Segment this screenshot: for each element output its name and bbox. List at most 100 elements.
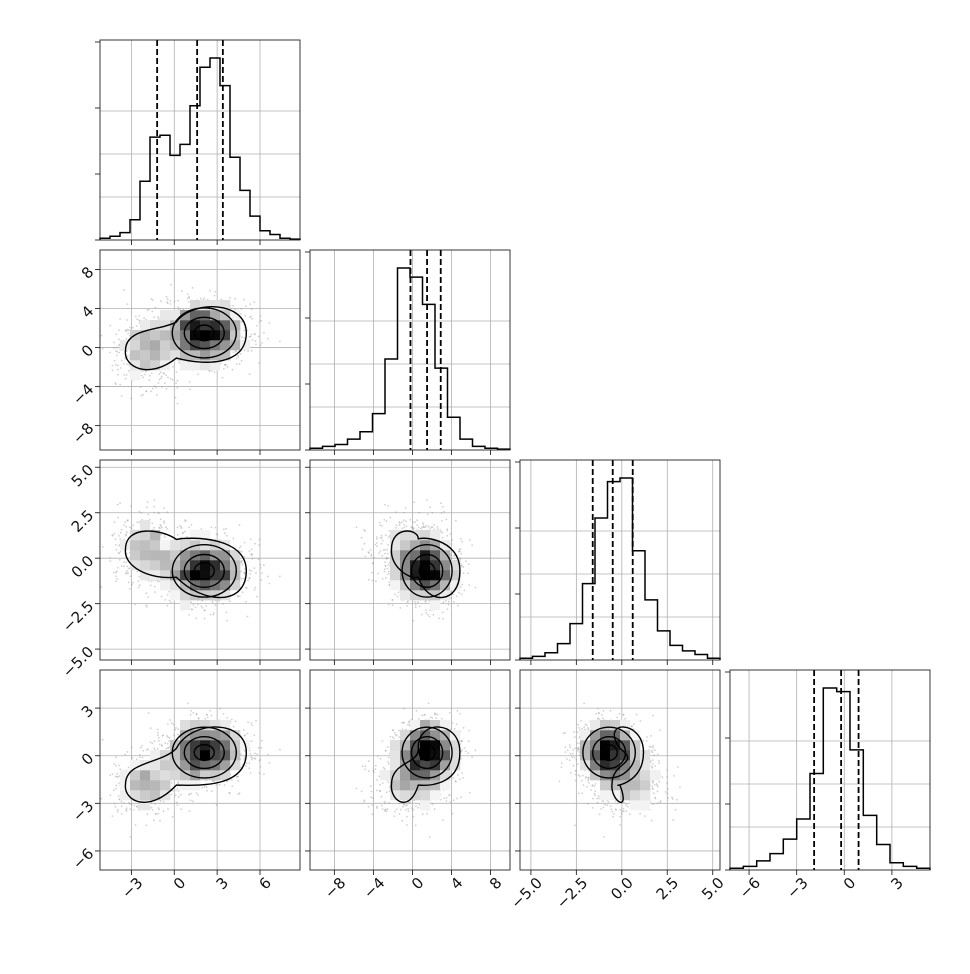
sample-point bbox=[387, 568, 389, 570]
sample-point bbox=[128, 567, 130, 569]
sample-point bbox=[234, 298, 236, 300]
sample-point bbox=[375, 544, 377, 546]
sample-point bbox=[184, 531, 186, 533]
sample-point bbox=[384, 504, 386, 506]
sample-point bbox=[428, 600, 430, 602]
sample-point bbox=[117, 567, 119, 569]
sample-point bbox=[405, 520, 407, 522]
sample-point bbox=[429, 506, 431, 508]
sample-point bbox=[236, 363, 238, 365]
density-cell bbox=[210, 340, 220, 350]
sample-point bbox=[250, 538, 252, 540]
sample-point bbox=[188, 301, 190, 303]
sample-point bbox=[225, 528, 227, 530]
sample-point bbox=[376, 536, 378, 538]
sample-point bbox=[123, 524, 125, 526]
sample-point bbox=[116, 347, 118, 349]
sample-point bbox=[385, 565, 387, 567]
sample-point bbox=[459, 548, 461, 550]
sample-point bbox=[209, 290, 211, 292]
sample-point bbox=[251, 570, 253, 572]
sample-point bbox=[446, 530, 448, 532]
sample-point bbox=[226, 620, 228, 622]
sample-point bbox=[450, 553, 452, 555]
sample-point bbox=[116, 355, 118, 357]
sample-point bbox=[386, 520, 388, 522]
density-cell bbox=[170, 540, 180, 550]
sample-point bbox=[395, 524, 397, 526]
sample-point bbox=[372, 562, 374, 564]
density-cell bbox=[140, 540, 150, 550]
sample-point bbox=[102, 546, 104, 548]
sample-point bbox=[240, 308, 242, 310]
sample-point bbox=[169, 300, 171, 302]
density-cell bbox=[200, 360, 210, 370]
sample-point bbox=[414, 521, 416, 523]
sample-point bbox=[142, 376, 144, 378]
sample-point bbox=[441, 520, 443, 522]
sample-point bbox=[130, 575, 132, 577]
sample-point bbox=[251, 554, 253, 556]
sample-point bbox=[446, 518, 448, 520]
sample-point bbox=[233, 351, 235, 353]
sample-point bbox=[164, 599, 166, 601]
sample-point bbox=[260, 320, 262, 322]
sample-point bbox=[230, 308, 232, 310]
sample-point bbox=[390, 517, 392, 519]
sample-point bbox=[463, 572, 465, 574]
sample-point bbox=[398, 521, 400, 523]
sample-point bbox=[214, 291, 216, 293]
sample-point bbox=[258, 336, 260, 338]
sample-point bbox=[167, 594, 169, 596]
sample-point bbox=[268, 322, 270, 324]
sample-point bbox=[384, 561, 386, 563]
sample-point bbox=[412, 521, 414, 523]
sample-point bbox=[118, 545, 120, 547]
sample-point bbox=[245, 587, 247, 589]
sample-point bbox=[249, 303, 251, 305]
sample-point bbox=[126, 374, 128, 376]
sample-point bbox=[242, 591, 244, 593]
sample-point bbox=[279, 341, 281, 343]
sample-point bbox=[249, 577, 251, 579]
sample-point bbox=[102, 348, 104, 350]
sample-point bbox=[138, 511, 140, 513]
sample-point bbox=[168, 591, 170, 593]
sample-point bbox=[447, 608, 449, 610]
sample-point bbox=[378, 552, 380, 554]
density-cell bbox=[140, 340, 150, 350]
sample-point bbox=[386, 549, 388, 551]
sample-point bbox=[153, 527, 155, 529]
sample-point bbox=[458, 592, 460, 594]
sample-point bbox=[468, 563, 470, 565]
sample-point bbox=[441, 512, 443, 514]
sample-point bbox=[160, 300, 162, 302]
sample-point bbox=[419, 606, 421, 608]
sample-point bbox=[364, 556, 366, 558]
sample-point bbox=[245, 305, 247, 307]
sample-point bbox=[368, 552, 370, 554]
sample-point bbox=[151, 580, 153, 582]
sample-point bbox=[100, 586, 102, 588]
sample-point bbox=[259, 321, 261, 323]
sample-point bbox=[136, 325, 138, 327]
sample-point bbox=[379, 522, 381, 524]
density-cell bbox=[200, 560, 210, 570]
density-cell bbox=[420, 590, 430, 600]
density-cell bbox=[160, 560, 170, 570]
sample-point bbox=[433, 614, 435, 616]
sample-point bbox=[429, 616, 431, 618]
density-cell bbox=[160, 540, 170, 550]
sample-point bbox=[154, 591, 156, 593]
sample-point bbox=[172, 379, 174, 381]
sample-point bbox=[195, 617, 197, 619]
sample-point bbox=[151, 523, 153, 525]
sample-point bbox=[197, 374, 199, 376]
sample-point bbox=[251, 548, 253, 550]
sample-point bbox=[232, 369, 234, 371]
sample-point bbox=[127, 333, 129, 335]
sample-point bbox=[387, 553, 389, 555]
sample-point bbox=[260, 579, 262, 581]
sample-point bbox=[375, 580, 377, 582]
sample-point bbox=[263, 564, 265, 566]
